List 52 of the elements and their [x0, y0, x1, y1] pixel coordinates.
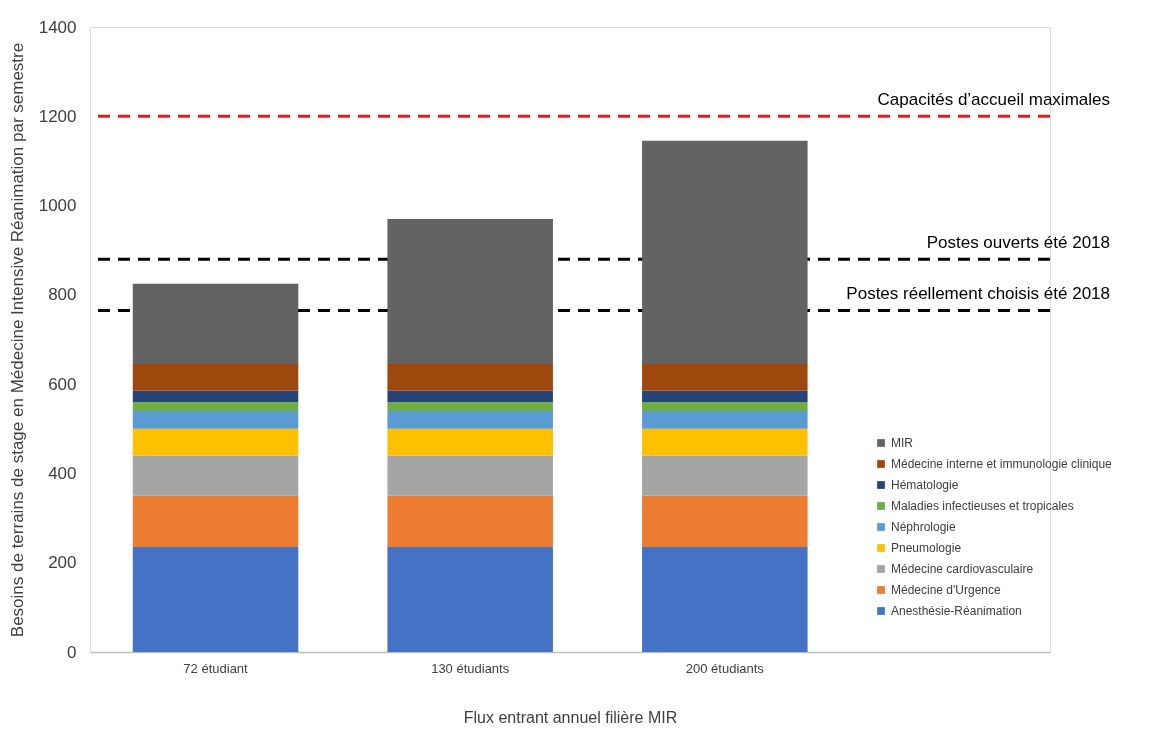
- bar: [132, 428, 299, 456]
- legend-label: Maladies infectieuses et tropicales: [891, 499, 1074, 513]
- y-tick-label: 600: [48, 374, 77, 394]
- y-tick-label: 1200: [38, 106, 77, 126]
- bar: [132, 402, 299, 411]
- legend-label: Médecine interne et immunologie clinique: [891, 457, 1113, 471]
- y-axis-title: Besoins de terrains de stage en Médecine Intensive Réanimation par semestre: [7, 42, 27, 638]
- x-tick-label: 200 étudiants: [685, 660, 765, 676]
- bar: [642, 547, 808, 652]
- y-tick-label: 1400: [38, 17, 77, 37]
- ref-line-label: Capacités d’accueil maximales: [877, 90, 1110, 110]
- bar: [132, 410, 299, 429]
- bar: [387, 410, 553, 429]
- bar: [642, 495, 808, 548]
- y-tick-label: 200: [48, 553, 77, 573]
- bar: [387, 495, 553, 548]
- bar: [387, 390, 553, 402]
- bar: [132, 455, 299, 496]
- bar: [132, 283, 299, 365]
- bar: [642, 455, 808, 496]
- y-tick-label: 400: [48, 463, 77, 483]
- ref-line-label: Postes ouverts été 2018: [926, 233, 1110, 253]
- legend-label: Anesthésie-Réanimation: [891, 604, 1022, 618]
- legend-label: Néphrologie: [891, 520, 957, 534]
- bar: [132, 390, 299, 402]
- x-axis-title: Flux entrant annuel filière MIR: [463, 708, 678, 726]
- bar: [387, 364, 553, 391]
- legend-label: Médecine d'Urgence: [891, 583, 1002, 597]
- bar: [387, 402, 553, 411]
- x-tick-label: 130 étudiants: [431, 660, 510, 676]
- bar: [642, 402, 808, 411]
- bar: [387, 547, 553, 652]
- bar: [642, 428, 808, 456]
- x-tick-label: 72 étudiant: [183, 660, 249, 676]
- legend-label: Hématologie: [891, 478, 959, 492]
- bar: [132, 364, 299, 391]
- bar: [642, 410, 808, 429]
- ref-line-label: Postes réellement choisis été 2018: [846, 284, 1110, 304]
- bar: [387, 428, 553, 456]
- y-tick-label: 800: [48, 285, 77, 305]
- bar: [642, 390, 808, 402]
- bar: [132, 547, 299, 652]
- bar: [387, 218, 553, 365]
- legend-label: MIR: [891, 436, 914, 450]
- y-tick-label: 1000: [38, 196, 77, 216]
- bar: [387, 455, 553, 496]
- bar: [132, 495, 299, 548]
- bar: [642, 364, 808, 391]
- y-tick-label: 0: [67, 642, 77, 662]
- legend-label: Pneumologie: [891, 541, 962, 555]
- legend-label: Médecine cardiovasculaire: [891, 562, 1034, 576]
- bar: [642, 140, 808, 365]
